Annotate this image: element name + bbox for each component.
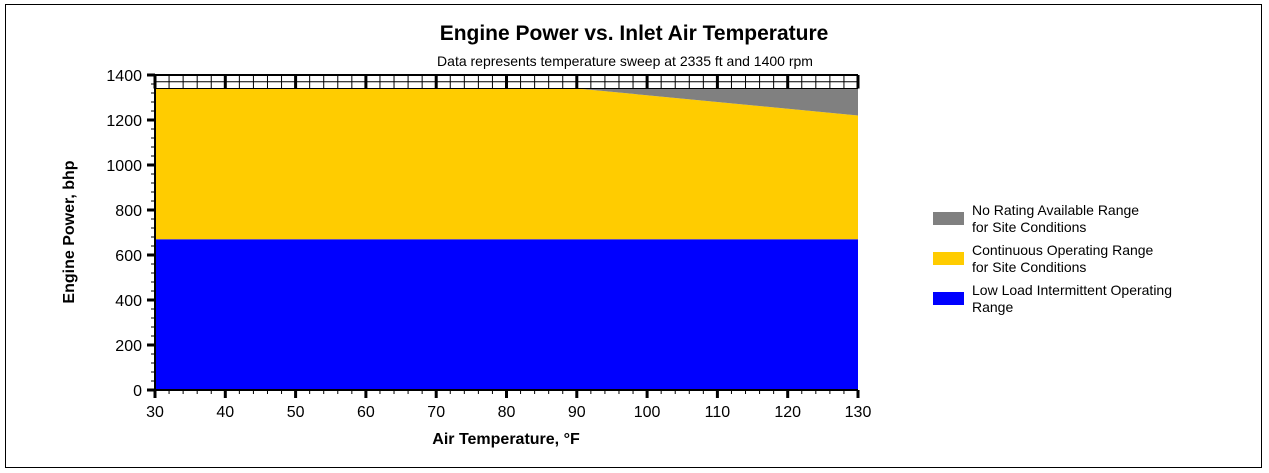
- area-no-rating-available-range-for-site-conditions: [155, 88, 858, 116]
- legend-swatch: [933, 292, 964, 305]
- y-tick-label: 200: [115, 338, 142, 355]
- area-low-load-intermittent-operating-range: [155, 239, 858, 390]
- y-axis-label: Engine Power, bhp: [61, 160, 78, 303]
- legend-swatch: [933, 252, 964, 265]
- y-ticks: 0 200 400 600 800 1000 1200 1400: [106, 68, 155, 400]
- x-tick-label: 70: [427, 404, 445, 421]
- x-tick-label: 50: [287, 404, 305, 421]
- legend-label: Range: [972, 299, 1013, 315]
- plot-areas: [155, 88, 858, 390]
- legend-label: for Site Conditions: [972, 259, 1086, 275]
- x-tick-label: 100: [634, 404, 661, 421]
- legend-swatch: [933, 212, 964, 225]
- y-tick-label: 1200: [106, 113, 142, 130]
- x-tick-label: 120: [774, 404, 801, 421]
- y-tick-label: 400: [115, 293, 142, 310]
- legend-label: for Site Conditions: [972, 219, 1086, 235]
- hatch-band: [153, 75, 860, 89]
- legend-label: Continuous Operating Range: [972, 242, 1154, 258]
- y-tick-label: 0: [133, 383, 142, 400]
- x-ticks: 30 40 50 60 70 80 90 100 110 120 130: [146, 390, 871, 421]
- x-tick-label: 110: [705, 404, 731, 421]
- y-tick-label: 600: [115, 248, 142, 265]
- x-tick-label: 30: [146, 404, 164, 421]
- area-continuous-operating-range-for-site-conditions: [155, 88, 858, 240]
- x-axis-label: Air Temperature, °F: [432, 431, 580, 448]
- x-tick-label: 130: [845, 404, 872, 421]
- chart-subtitle: Data represents temperature sweep at 233…: [437, 53, 813, 69]
- legend-label: No Rating Available Range: [972, 202, 1139, 218]
- x-tick-label: 60: [357, 404, 375, 421]
- chart-title: Engine Power vs. Inlet Air Temperature: [440, 22, 829, 45]
- legend-label: Low Load Intermittent Operating: [972, 282, 1172, 298]
- x-tick-label: 40: [216, 404, 234, 421]
- x-tick-label: 80: [498, 404, 516, 421]
- x-tick-label: 90: [568, 404, 586, 421]
- y-tick-label: 1000: [106, 158, 142, 175]
- y-tick-label: 800: [115, 203, 142, 220]
- y-tick-label: 1400: [106, 68, 142, 85]
